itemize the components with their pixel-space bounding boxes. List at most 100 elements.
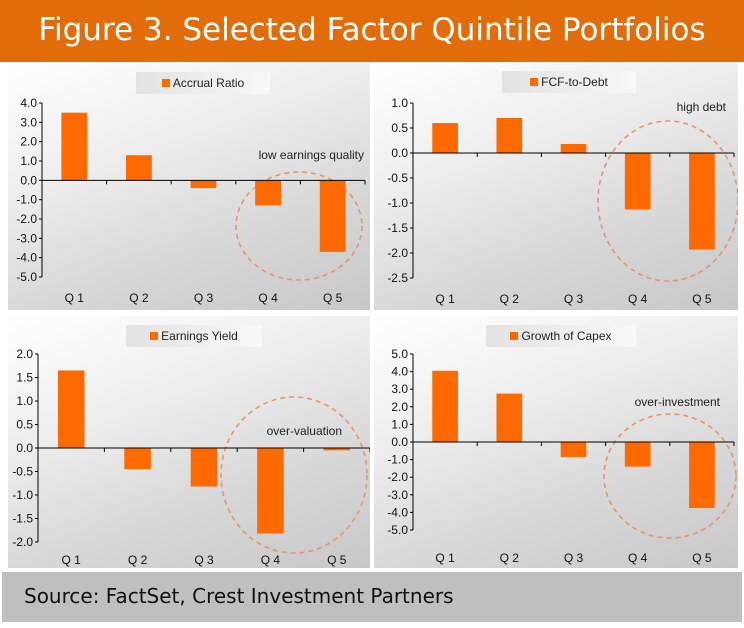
y-tick-label: 0.5 (391, 121, 408, 135)
y-tick-label: -1.5 (12, 512, 33, 526)
y-tick-label: 2.0 (16, 347, 33, 361)
annotation-label: high debt (677, 100, 727, 114)
y-tick-label: 2.0 (391, 400, 408, 414)
chart-panel-accrual-ratio: Accrual Ratio Q 1 Q 2 Q 3 Q 4 Q 5 4.0 3.0 2.0 1.… (8, 62, 370, 310)
y-tick-label: 5.0 (391, 347, 408, 361)
x-tick-label: Q 2 (129, 291, 149, 305)
x-tick-label: Q 2 (500, 551, 520, 565)
x-tick-label: Q 5 (692, 292, 712, 306)
y-tick-label: 0.0 (391, 435, 408, 449)
y-tick-label: -3.0 (387, 488, 408, 502)
y-tick-label: -1.0 (387, 196, 408, 210)
bar-q4 (624, 442, 651, 467)
annotation-circle (603, 413, 737, 539)
y-tick-label: 0.0 (391, 146, 408, 160)
bar-q3 (190, 448, 218, 487)
bar-q5 (319, 180, 346, 252)
x-tick-label: Q 5 (692, 551, 712, 565)
annotation-label: low earnings quality (259, 148, 364, 162)
bar-q4 (624, 153, 651, 210)
y-tick-label: 2.0 (20, 135, 37, 149)
x-tick-label: Q 4 (261, 553, 281, 567)
bar-q1 (57, 370, 85, 448)
bar-q3 (190, 180, 217, 189)
x-tick-label: Q 3 (194, 291, 214, 305)
y-tick-label: -0.5 (387, 171, 408, 185)
chart-legend: Earnings Yield (126, 325, 262, 347)
y-tick-label: 1.0 (391, 417, 408, 431)
x-tick-label: Q 1 (62, 553, 82, 567)
legend-swatch-icon (150, 332, 159, 340)
y-tick-label: -1.0 (387, 453, 408, 467)
x-tick-label: Q 3 (564, 551, 584, 565)
chart-panel-fcf-to-debt: FCF-to-Debt Q 1 Q 2 Q 3 Q 4 Q 5 1.0 0.5 0.0 -0.5… (374, 62, 739, 310)
annotation-label: over-valuation (267, 424, 342, 438)
legend-swatch-icon (530, 78, 539, 86)
annotation-circle (220, 396, 368, 554)
chart-legend: Growth of Capex (486, 325, 636, 347)
y-tick-label: -2.0 (387, 470, 408, 484)
y-tick-label: -0.5 (12, 465, 33, 479)
annotation-label: over-investment (635, 395, 721, 409)
y-tick-label: 4.0 (391, 365, 408, 379)
y-tick-label: -5.0 (16, 270, 37, 284)
x-tick-label: Q 3 (194, 553, 214, 567)
y-tick-label: -1.5 (387, 221, 408, 235)
bar-q4 (255, 180, 282, 206)
x-tick-label: Q 5 (323, 291, 343, 305)
chart-legend: Accrual Ratio (136, 72, 270, 94)
legend-swatch-icon (161, 79, 170, 87)
y-tick-label: -1.0 (16, 193, 37, 207)
x-tick-label: Q 4 (628, 292, 648, 306)
x-tick-label: Q 3 (564, 292, 584, 306)
bar-q2 (124, 448, 151, 470)
legend-label: Earnings Yield (161, 329, 238, 343)
y-tick-label: -1.0 (12, 488, 33, 502)
bar-q3 (560, 144, 587, 153)
bar-q4 (257, 448, 284, 534)
y-tick-label: -2.0 (16, 212, 37, 226)
y-tick-label: -4.0 (387, 505, 408, 519)
chart-panel-growth-of-capex: Growth of Capex Q 1 Q 2 Q 3 Q 4 Q 5 5.0 4.0 3.0… (374, 316, 738, 568)
y-tick-label: 0.0 (16, 441, 33, 455)
y-tick-label: -2.0 (387, 246, 408, 260)
x-tick-label: Q 2 (500, 292, 520, 306)
annotation-circle (235, 171, 363, 281)
x-tick-label: Q 1 (65, 291, 85, 305)
legend-label: Accrual Ratio (172, 76, 245, 90)
x-tick-label: Q 2 (128, 553, 148, 567)
x-tick-label: Q 1 (435, 551, 455, 565)
source-footer: Source: FactSet, Crest Investment Partne… (2, 572, 742, 622)
legend-label: FCF-to-Debt (541, 75, 608, 89)
chart-panel-earnings-yield: Earnings Yield Q 1 Q 2 Q 3 Q 4 Q 5 2.0 1.5 1.0 0… (8, 316, 371, 568)
y-tick-label: 1.5 (16, 371, 33, 385)
y-tick-label: 3.0 (20, 115, 37, 129)
bar-q2 (496, 393, 523, 442)
bar-q3 (560, 442, 587, 457)
y-tick-label: -4.0 (16, 251, 37, 265)
bar-chart-earnings-yield: Q 1 Q 2 Q 3 Q 4 Q 5 2.0 1.5 1.0 0.5 0.0 -0.5 -1.0 -1… (12, 347, 371, 567)
legend-label: Growth of Capex (521, 329, 612, 343)
y-tick-label: 1.0 (20, 154, 37, 168)
y-tick-label: -5.0 (387, 523, 408, 537)
y-tick-label: 1.0 (16, 394, 33, 408)
y-tick-label: -2.5 (387, 271, 408, 285)
y-tick-label: 0.5 (16, 418, 33, 432)
bar-q1 (432, 123, 458, 153)
y-tick-label: -2.0 (12, 535, 33, 549)
figure-header: Figure 3. Selected Factor Quintile Portf… (0, 0, 744, 62)
bar-q1 (432, 370, 458, 442)
y-tick-label: -3.0 (16, 231, 37, 245)
bar-q2 (125, 155, 152, 181)
y-tick-label: 0.0 (20, 173, 37, 187)
x-tick-label: Q 4 (258, 291, 278, 305)
bar-q2 (496, 118, 523, 153)
source-text: Source: FactSet, Crest Investment Partne… (24, 584, 454, 608)
bar-chart-fcf-to-debt: Q 1 Q 2 Q 3 Q 4 Q 5 1.0 0.5 0.0 -0.5 -1.0 -1.5 -2.0… (387, 96, 739, 306)
x-tick-label: Q 1 (435, 292, 455, 306)
y-tick-label: 1.0 (391, 96, 408, 110)
legend-swatch-icon (510, 332, 519, 340)
bar-q5 (689, 442, 715, 508)
y-tick-label: 4.0 (20, 96, 37, 110)
bar-q5 (689, 153, 715, 250)
